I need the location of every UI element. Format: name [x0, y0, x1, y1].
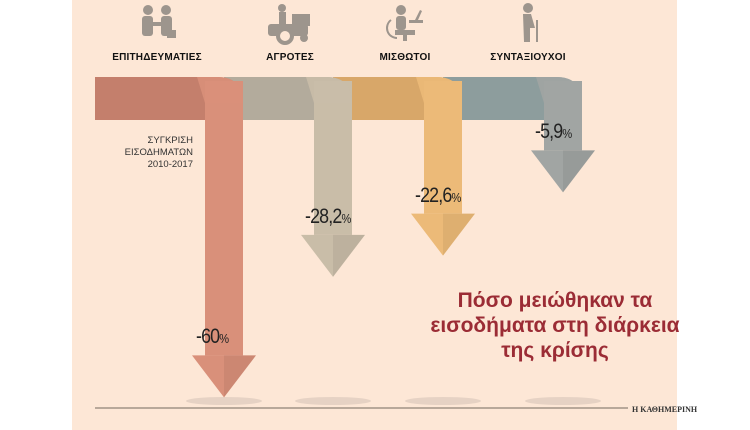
arrow-shadow — [405, 397, 481, 405]
arrow-bend — [536, 77, 582, 103]
category-label: ΑΓΡΟΤΕΣ — [266, 52, 314, 63]
elderly-person-icon-part — [523, 3, 533, 13]
arrow-bend — [416, 77, 462, 103]
arrow-head-shade — [333, 234, 365, 277]
handshake-icon-part — [167, 30, 176, 38]
subtitle-line: ΕΙΣΟΔΗΜΑΤΩΝ — [124, 147, 193, 158]
value-label: -60% — [196, 325, 229, 349]
handshake-icon-part — [161, 5, 171, 15]
arrow-shaft — [424, 81, 462, 214]
elderly-person-icon-part — [523, 14, 535, 42]
office-worker-icon-part — [403, 35, 407, 41]
arrow-head — [192, 355, 256, 398]
arrow-head-shade — [563, 150, 595, 193]
value-unit: % — [341, 210, 351, 226]
value-label: -22,6% — [415, 183, 461, 208]
office-worker-icon-part — [386, 19, 398, 39]
arrow-head-shade — [224, 355, 256, 398]
handshake-icon-part — [142, 16, 153, 36]
tractor-icon-part — [292, 14, 310, 26]
elderly-person-icon-part — [536, 20, 538, 42]
subtitle-line: ΣΥΓΚΡΙΣΗ — [147, 135, 194, 146]
infographic-panel — [72, 0, 677, 430]
value-number: -28,2 — [305, 204, 342, 228]
source-credit: Η ΚΑΘΗΜΕΡΙΝΗ — [632, 405, 698, 414]
arrow-bend — [197, 77, 243, 103]
office-worker-icon-part — [395, 30, 415, 35]
tractor-icon-part — [276, 27, 294, 45]
category-label: ΕΠΙΤΗΔΕΥΜΑΤΙΕΣ — [112, 52, 202, 63]
chart-title: Πόσο μειώθηκαν τα εισοδήματα στη διάρκει… — [430, 289, 680, 362]
arrow-head — [531, 150, 595, 193]
value-unit: % — [562, 126, 572, 142]
arrow-bend — [306, 77, 352, 103]
elderly-person-icon — [523, 3, 538, 42]
category-label: ΜΙΣΘΩΤΟΙ — [379, 52, 431, 63]
tractor-icon-part — [300, 34, 308, 42]
office-worker-icon-part — [396, 16, 406, 30]
arrow-shadow — [525, 397, 601, 405]
tractor-icon — [268, 4, 310, 45]
arrow-head — [301, 234, 365, 277]
office-worker-icon — [386, 5, 423, 41]
handshake-icon — [142, 5, 176, 38]
category-label: ΣΥΝΤΑΞΙΟΥΧΟΙ — [490, 52, 566, 63]
office-worker-icon-part — [396, 5, 406, 15]
arrow-shaft — [205, 81, 243, 356]
arrow-head-shade — [443, 213, 475, 256]
tractor-icon-part — [278, 4, 286, 12]
arrow-shaft — [314, 81, 352, 235]
value-number: -60 — [196, 325, 220, 349]
value-number: -5,9 — [535, 120, 563, 144]
handshake-icon-part — [143, 5, 153, 15]
office-worker-icon-part — [409, 20, 423, 23]
tractor-icon-part — [279, 12, 286, 24]
value-unit: % — [451, 189, 461, 205]
arrow-shadow — [295, 397, 371, 405]
value-number: -22,6 — [415, 183, 452, 207]
handshake-icon-part — [151, 22, 163, 26]
value-unit: % — [219, 331, 229, 347]
arrow-head — [411, 213, 475, 256]
value-label: -28,2% — [305, 204, 351, 229]
arrow-shadow — [186, 397, 262, 405]
office-worker-icon-part — [415, 10, 422, 20]
chart-subtitle: ΣΥΓΚΡΙΣΗ ΕΙΣΟΔΗΜΑΤΩΝ 2010-2017 — [100, 135, 193, 171]
value-label: -5,9% — [535, 120, 572, 144]
subtitle-line: 2010-2017 — [147, 159, 193, 170]
